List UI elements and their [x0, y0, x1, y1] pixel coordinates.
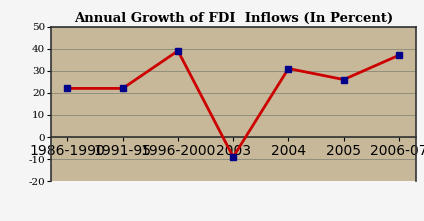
Title: Annual Growth of FDI  Inflows (In Percent): Annual Growth of FDI Inflows (In Percent…	[74, 12, 393, 25]
